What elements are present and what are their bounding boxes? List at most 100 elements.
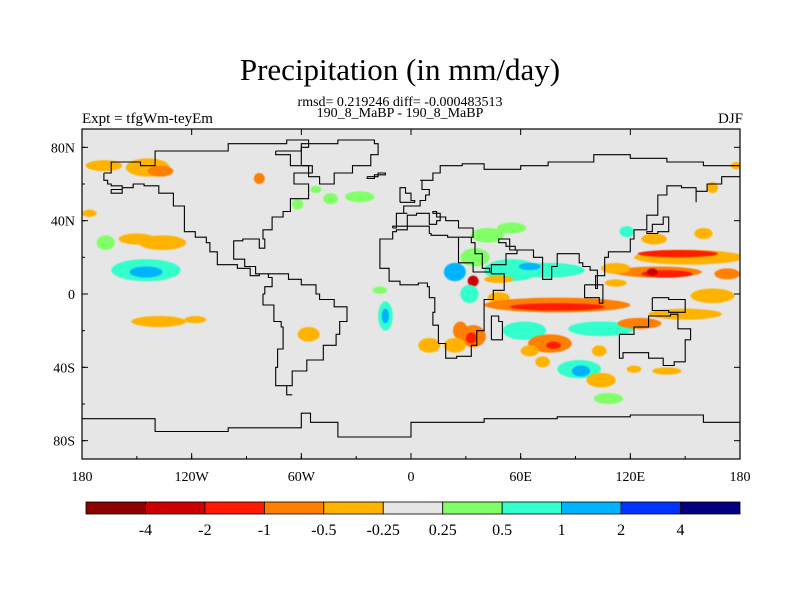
anomaly-patch <box>571 365 591 377</box>
x-tick-label: 60E <box>509 470 532 485</box>
colorbar-box <box>145 501 206 515</box>
colorbar-box <box>620 501 681 515</box>
colorbar-box <box>442 501 503 515</box>
anomaly-patch <box>586 372 616 388</box>
anomaly-patch <box>546 341 561 350</box>
x-tick-label: 0 <box>408 470 415 485</box>
case-subtitle: 190_8_MaBP - 190_8_MaBP <box>316 106 484 121</box>
anomaly-patch <box>568 321 634 337</box>
anomaly-patch <box>502 321 547 340</box>
anomaly-patch <box>372 286 388 295</box>
coastline <box>82 412 740 438</box>
anomaly-patch <box>345 191 375 203</box>
anomaly-patch <box>601 262 631 274</box>
x-tick-label: 180 <box>72 470 93 485</box>
colorbar-label: -4 <box>139 522 152 539</box>
anomaly-patch <box>418 338 441 353</box>
coastline <box>399 187 416 203</box>
anomaly-patch <box>310 185 322 194</box>
y-tick-label: 40N <box>51 215 75 230</box>
y-tick-label: 40S <box>53 361 75 376</box>
coastline <box>490 315 503 341</box>
axis-ticks: 180 120W 60W 0 60E 120E 180 80N 40N 0 40S 80S <box>51 129 751 485</box>
experiment-label: Expt = tfgWm-teyEm <box>82 111 213 127</box>
y-tick-label: 80S <box>53 435 75 450</box>
anomaly-patch <box>467 275 479 287</box>
coastline <box>584 284 604 304</box>
coastline <box>103 139 348 396</box>
anomaly-patch <box>484 275 514 284</box>
coastline <box>618 313 692 367</box>
anomaly-patch <box>297 327 320 342</box>
plot-background <box>82 129 740 459</box>
coastline <box>366 172 386 180</box>
colorbar-label: 2 <box>617 522 625 539</box>
colorbar-label: -0.25 <box>367 522 400 539</box>
anomaly-patch <box>641 233 667 245</box>
anomaly-patch <box>518 262 541 271</box>
anomaly-patch <box>509 303 605 311</box>
anomaly-patch <box>131 316 187 327</box>
colorbar-label: 0.5 <box>492 522 512 539</box>
anomaly-patch <box>652 367 682 375</box>
anomaly-patch <box>496 222 527 234</box>
colorbar-box <box>263 501 325 515</box>
anomaly-patch <box>82 209 97 217</box>
x-tick-label: 60W <box>288 470 316 485</box>
anomaly-patch <box>443 262 466 282</box>
anomaly-patch <box>617 317 662 329</box>
anomaly-patch <box>619 226 634 238</box>
colorbar-label: 0.25 <box>429 522 457 539</box>
stats-subtitle: rmsd= 0.219246 diff= -0.000483513 <box>297 95 503 110</box>
anomaly-patch <box>96 235 115 251</box>
coastline <box>275 139 379 185</box>
colorbar-label: 1 <box>558 522 566 539</box>
anomaly-field <box>82 158 740 404</box>
colorbar-label: -1 <box>258 522 271 539</box>
anomaly-patch <box>323 193 338 205</box>
anomaly-patch <box>604 279 627 287</box>
y-tick-label: 80N <box>51 141 75 156</box>
anomaly-patch <box>637 250 719 258</box>
colorbar-label: -0.5 <box>311 522 336 539</box>
anomaly-patch <box>535 356 550 368</box>
anomaly-patch <box>591 345 607 357</box>
anomaly-patch <box>381 308 390 324</box>
anomaly-patch <box>646 268 658 276</box>
anomaly-patch <box>184 316 207 324</box>
colorbar-box <box>382 501 444 515</box>
colorbar-label: 4 <box>677 522 685 539</box>
colorbar-box <box>561 501 622 515</box>
colorbar-box <box>501 501 563 515</box>
colorbar-label: -2 <box>198 522 211 539</box>
anomaly-patch <box>626 365 642 373</box>
season-label: DJF <box>717 111 743 127</box>
anomaly-patch <box>465 332 477 344</box>
colorbar-box <box>680 501 741 515</box>
y-tick-label: 0 <box>68 288 75 303</box>
colorbar-box <box>85 501 146 515</box>
x-tick-label: 180 <box>730 470 751 485</box>
coastline <box>646 216 670 235</box>
anomaly-patch <box>690 288 735 304</box>
anomaly-patch <box>520 345 539 357</box>
anomaly-patch <box>694 228 713 239</box>
coastline <box>379 154 740 359</box>
anomaly-patch <box>292 198 304 210</box>
anomaly-patch <box>471 228 505 243</box>
coastline <box>651 297 686 313</box>
anomaly-patch <box>460 284 479 304</box>
anomaly-patch <box>714 268 740 280</box>
anomaly-patch <box>129 266 163 278</box>
anomaly-patch <box>443 338 466 353</box>
x-tick-label: 120E <box>616 470 646 485</box>
anomaly-patch <box>147 165 174 177</box>
anomaly-patch <box>593 393 624 404</box>
anomaly-patch <box>648 308 722 320</box>
colorbar-box <box>204 501 265 515</box>
coastline-layer <box>82 139 740 438</box>
colorbar: -4 -2 -1 -0.5 -0.25 0.25 0.5 1 2 4 <box>85 501 741 539</box>
x-tick-label: 120W <box>175 470 210 485</box>
anomaly-patch <box>253 173 265 184</box>
